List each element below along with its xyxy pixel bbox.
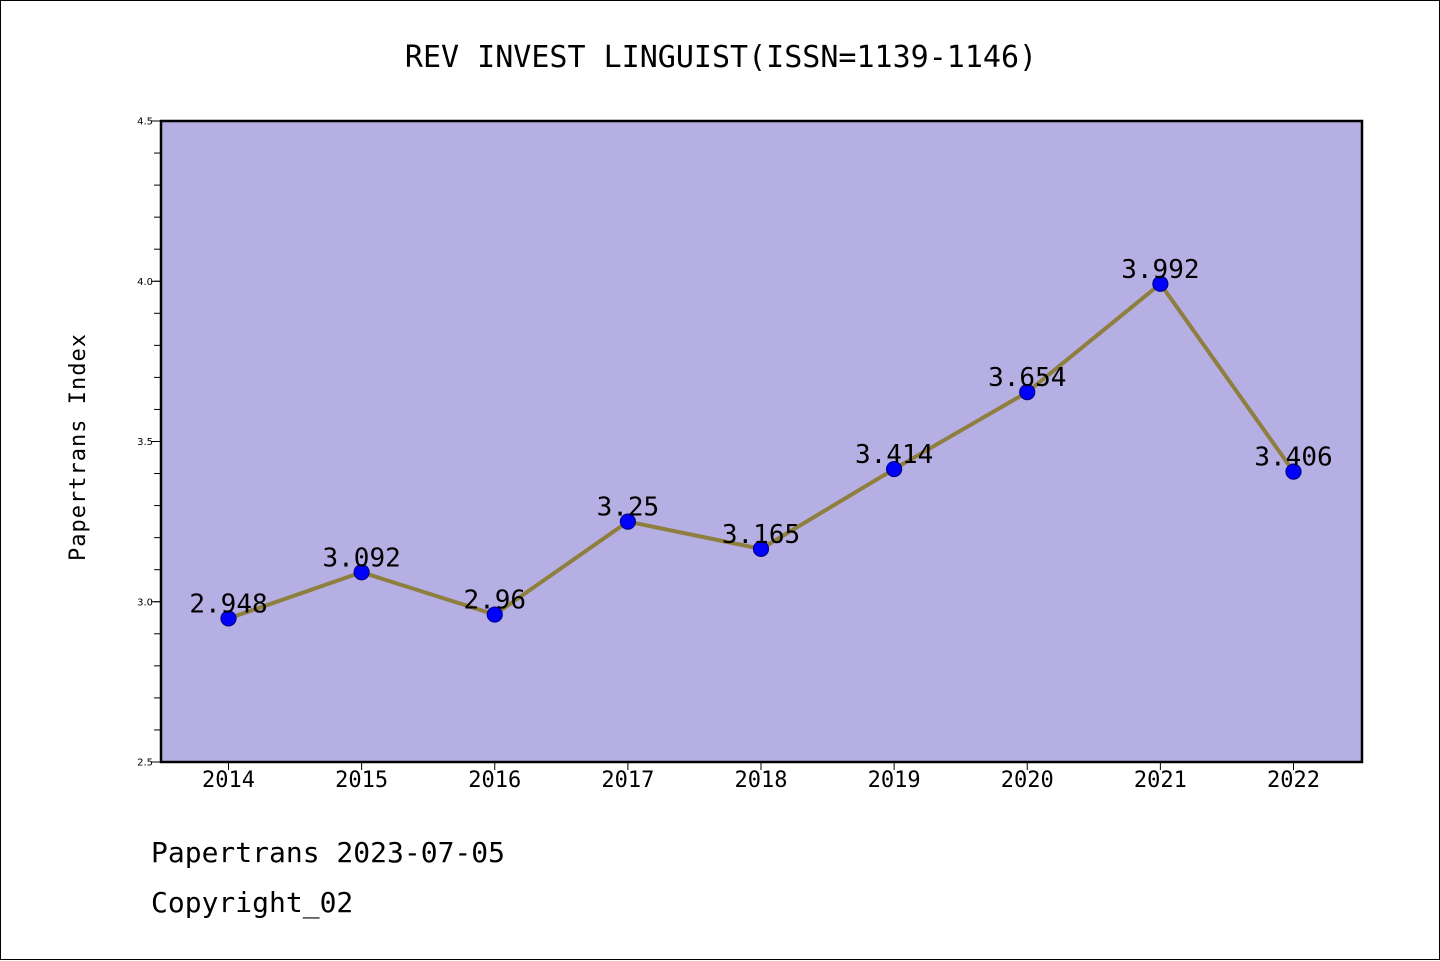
x-tick-label: 2019 (868, 768, 921, 793)
y-tick-label: 3.0 (137, 597, 153, 608)
y-axis-ticks: 2.5 3.0 3.5 4.0 4.5 (137, 117, 161, 769)
data-point (486, 606, 503, 623)
y-tick-label: 2.5 (137, 758, 153, 769)
y-tick-label: 3.5 (137, 437, 153, 448)
x-tick-label: 2017 (601, 768, 654, 793)
y-axis-label: Papertrans Index (66, 333, 91, 561)
data-label: 2.96 (463, 586, 526, 616)
x-tick-label: 2014 (202, 768, 255, 793)
x-tick-label: 2016 (468, 768, 521, 793)
plot-frame (159, 119, 1364, 764)
data-point (619, 513, 636, 530)
data-point (353, 564, 370, 581)
y-tick-label: 4.5 (137, 117, 153, 128)
plot-area (161, 121, 1362, 762)
data-label: 3.165 (722, 520, 800, 550)
x-tick-label: 2022 (1267, 768, 1320, 793)
data-point (886, 460, 903, 478)
data-point (1285, 463, 1302, 480)
data-point (220, 610, 237, 627)
data-point (752, 540, 770, 557)
x-tick-label: 2020 (1001, 768, 1054, 793)
x-tick-label: 2015 (335, 768, 388, 793)
x-tick-label: 2018 (735, 768, 788, 793)
data-points (220, 275, 1302, 627)
data-label: 3.406 (1254, 443, 1332, 473)
data-label: 3.092 (322, 543, 400, 573)
data-labels: 2.948 3.092 2.96 3.25 3.165 3.414 3.654 3.992 3.… (189, 255, 1332, 620)
x-axis-ticks: 2014 2015 2016 2017 2018 2019 2020 2021 2022 (202, 762, 1320, 793)
data-label: 3.992 (1121, 255, 1199, 285)
chart-title: REV INVEST LINGUIST(ISSN=1139-1146) (405, 40, 1037, 75)
data-label: 3.414 (855, 440, 933, 470)
footer-date: Papertrans 2023-07-05 (151, 836, 506, 869)
data-label: 2.948 (189, 589, 267, 619)
data-point (1152, 275, 1169, 292)
data-point (1019, 384, 1036, 401)
footer-copyright: Copyright_02 (151, 886, 354, 919)
data-label: 3.654 (988, 363, 1066, 393)
y-tick-label: 4.0 (137, 277, 153, 288)
data-label: 3.25 (597, 493, 660, 523)
x-tick-label: 2021 (1134, 768, 1187, 793)
